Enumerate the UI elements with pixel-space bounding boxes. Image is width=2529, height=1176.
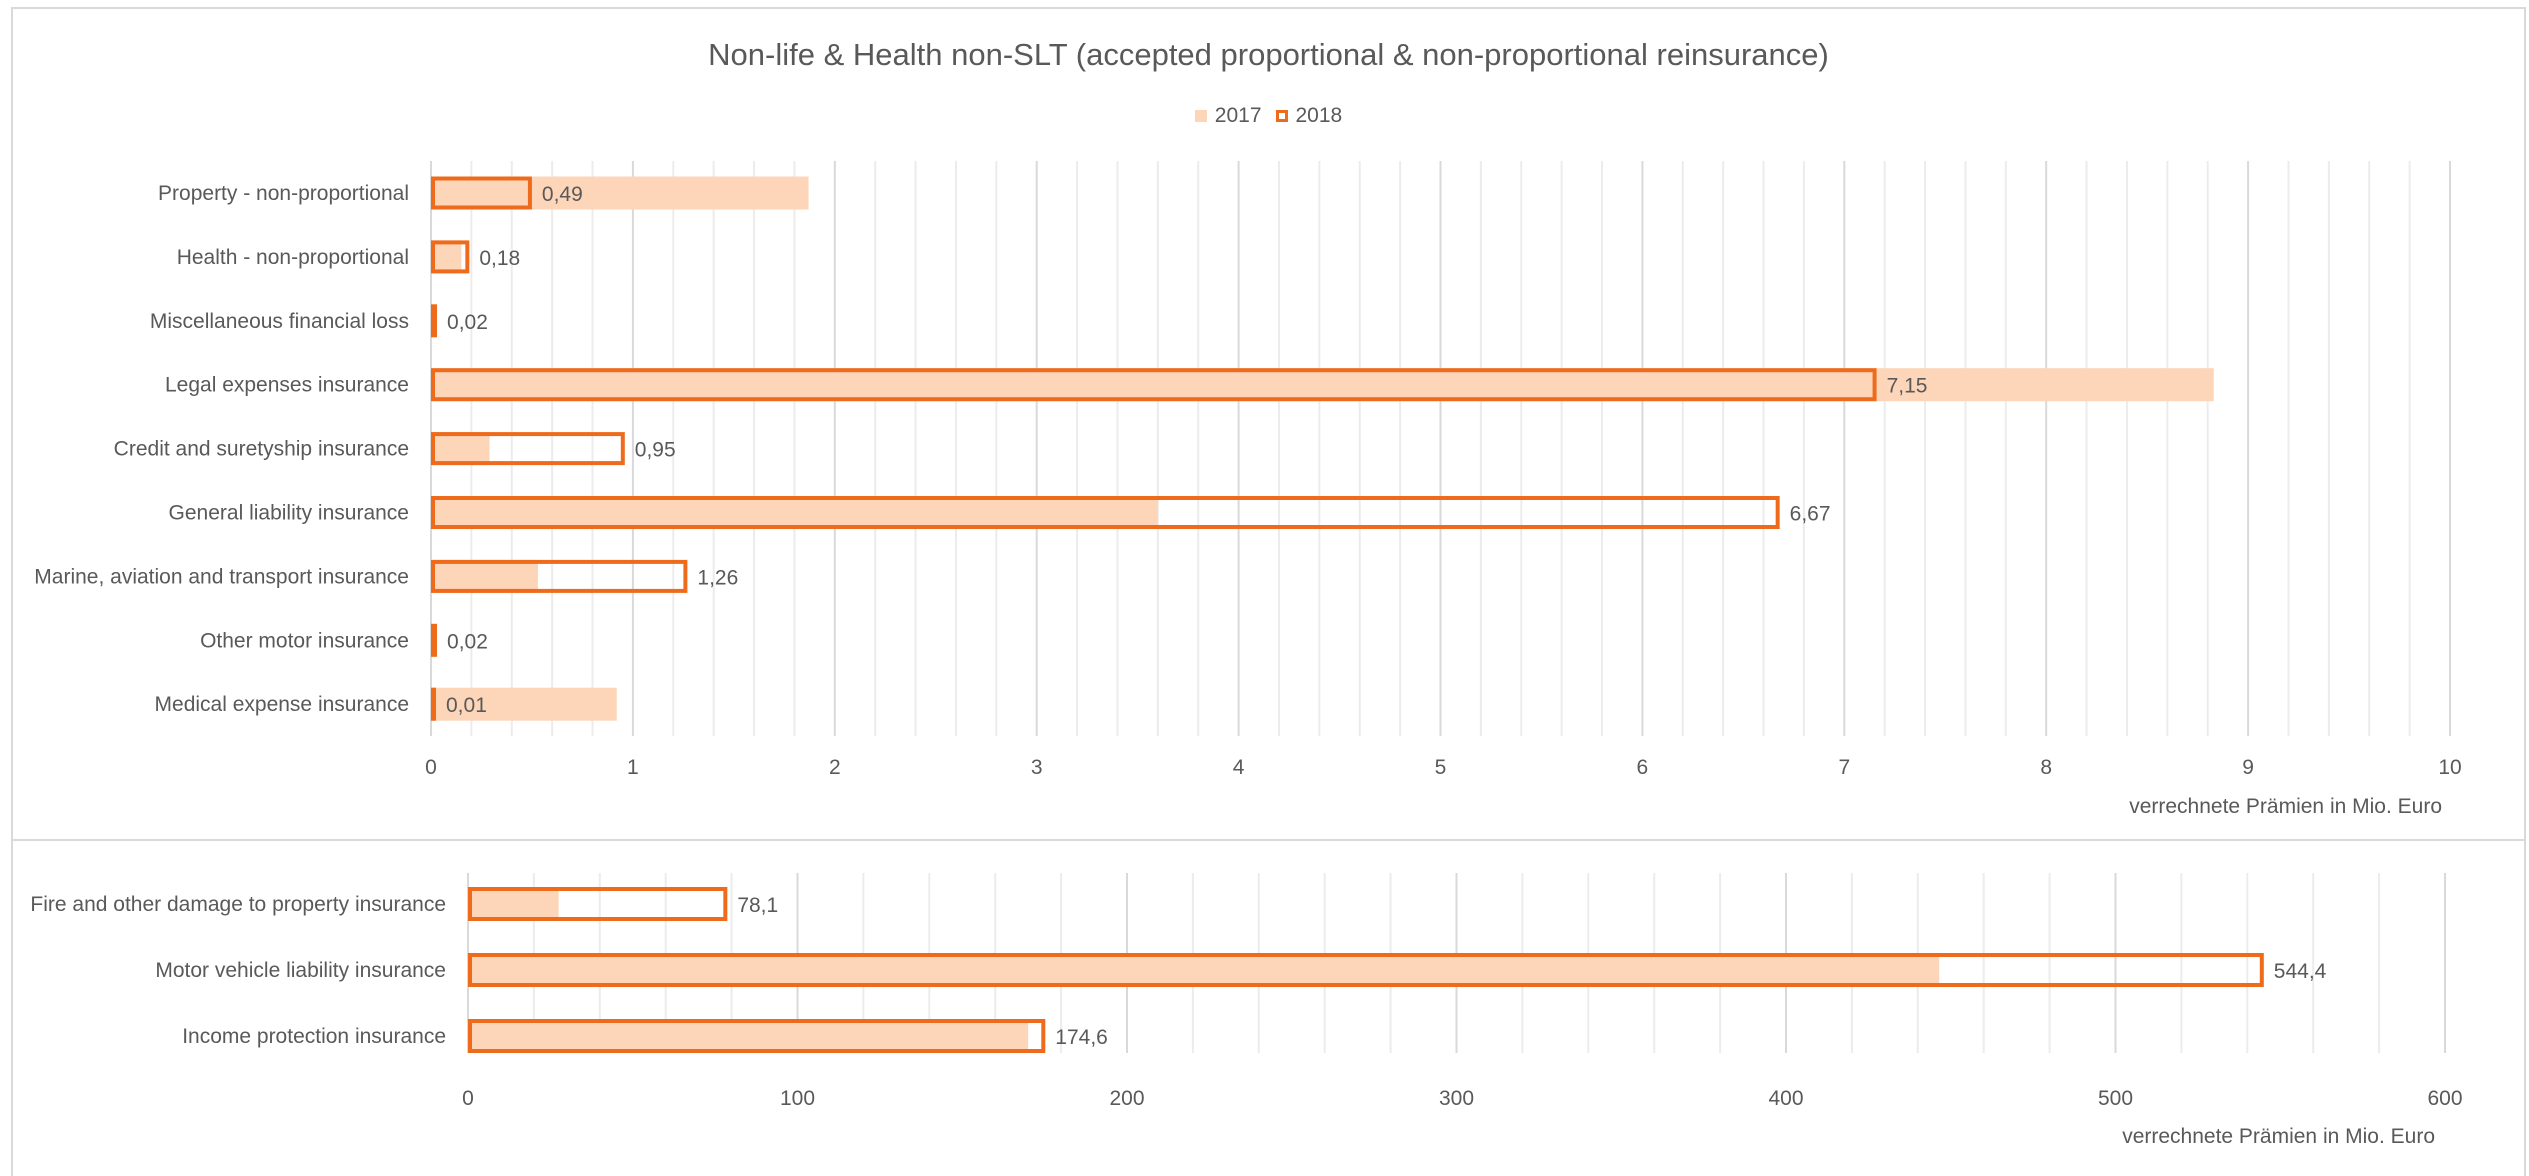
x-tick-label: 2 bbox=[829, 756, 841, 779]
x-tick-label: 7 bbox=[1838, 756, 1850, 779]
bar-2017 bbox=[431, 432, 490, 466]
legend-label-2018: 2018 bbox=[1295, 104, 1343, 127]
x-tick-label: 5 bbox=[1435, 756, 1447, 779]
category-label: Property - non-proportional bbox=[158, 182, 409, 205]
data-label-2018: 544,4 bbox=[2274, 960, 2327, 983]
chart-panel-bottom: 0 100 200 300 400 500 600 Fire and other damage… bbox=[11, 841, 2526, 1176]
category-label: Other motor insurance bbox=[200, 629, 409, 652]
legend-item-2017: 2017 bbox=[1194, 104, 1262, 128]
bar-2018 bbox=[431, 304, 438, 338]
category-label: Marine, aviation and transport insurance bbox=[34, 565, 409, 588]
chart-title: Non-life & Health non-SLT (accepted prop… bbox=[708, 37, 1829, 72]
bar-2017 bbox=[431, 496, 1158, 529]
x-axis-title: verrechnete Prämien in Mio. Euro bbox=[2129, 795, 2442, 818]
bar-2017 bbox=[468, 887, 559, 921]
x-tick-label: 4 bbox=[1233, 756, 1245, 779]
bar-2017 bbox=[431, 240, 462, 274]
bar-2017 bbox=[431, 368, 2214, 402]
legend-swatch-2018 bbox=[1275, 110, 1288, 122]
data-label-2018: 0,18 bbox=[479, 247, 520, 270]
x-axis-title: verrechnete Prämien in Mio. Euro bbox=[2122, 1125, 2435, 1148]
bar-2018 bbox=[431, 432, 625, 466]
x-tick-label: 3 bbox=[1031, 756, 1043, 779]
data-label-2018: 174,6 bbox=[1055, 1026, 1108, 1049]
x-tick-label: 10 bbox=[2438, 756, 2461, 779]
data-label-2018: 0,49 bbox=[542, 183, 583, 206]
category-label: Legal expenses insurance bbox=[165, 374, 409, 397]
bar-2017 bbox=[431, 559, 539, 593]
bar-2017 bbox=[468, 1019, 1029, 1053]
category-label: Motor vehicle liability insurance bbox=[155, 959, 446, 982]
category-label: Medical expense insurance bbox=[155, 693, 409, 716]
bar-2018 bbox=[431, 240, 470, 274]
bar-2018 bbox=[431, 368, 1877, 402]
data-label-2018: 0,01 bbox=[446, 694, 487, 717]
x-tick-label: 600 bbox=[2427, 1087, 2462, 1110]
x-tick-label: 100 bbox=[780, 1087, 815, 1110]
x-tick-label: 500 bbox=[2098, 1087, 2133, 1110]
x-tick-label: 400 bbox=[1768, 1087, 1803, 1110]
category-label: General liability insurance bbox=[169, 502, 409, 525]
bar-2018 bbox=[468, 1019, 1046, 1053]
category-label: Miscellaneous financial loss bbox=[150, 310, 409, 333]
data-label-2018: 1,26 bbox=[697, 566, 738, 589]
x-tick-label: 200 bbox=[1109, 1087, 1144, 1110]
data-label-2018: 78,1 bbox=[737, 894, 778, 917]
data-label-2018: 0,02 bbox=[447, 311, 488, 334]
data-label-2018: 6,67 bbox=[1790, 503, 1831, 526]
legend-label-2017: 2017 bbox=[1214, 104, 1262, 127]
bar-2017 bbox=[431, 687, 617, 721]
x-tick-label: 9 bbox=[2242, 756, 2254, 779]
bar-chart-top: 0 1 2 3 4 5 6 7 8 9 10 Property - non-proportional 0… bbox=[34, 161, 2462, 818]
legend-item-2018: 2018 bbox=[1275, 104, 1343, 128]
bar-2018 bbox=[431, 496, 1780, 529]
x-tick-label: 6 bbox=[1637, 756, 1649, 779]
data-label-2018: 0,02 bbox=[447, 630, 488, 653]
category-label: Income protection insurance bbox=[182, 1025, 446, 1048]
bar-2018 bbox=[468, 953, 2264, 987]
x-tick-label: 8 bbox=[2040, 756, 2052, 779]
x-tick-label: 1 bbox=[627, 756, 639, 779]
bar-2018 bbox=[431, 559, 688, 593]
data-label-2018: 0,95 bbox=[635, 439, 676, 462]
bar-chart-bottom: 0 100 200 300 400 500 600 Fire and other damage… bbox=[30, 873, 2463, 1148]
bar-2017 bbox=[431, 176, 809, 210]
bar-2018 bbox=[431, 176, 532, 210]
bar-2017 bbox=[468, 953, 1940, 987]
x-tick-label: 0 bbox=[425, 756, 437, 779]
bar-2018 bbox=[431, 687, 436, 721]
category-label: Credit and suretyship insurance bbox=[114, 438, 409, 461]
x-tick-label: 300 bbox=[1439, 1087, 1474, 1110]
legend-swatch-2017 bbox=[1194, 110, 1207, 122]
x-tick-label: 0 bbox=[462, 1087, 474, 1110]
chart-panel-top: Non-life & Health non-SLT (accepted prop… bbox=[11, 7, 2526, 841]
legend: 2017 2018 bbox=[13, 104, 2524, 128]
bar-2018 bbox=[431, 623, 438, 657]
data-label-2018: 7,15 bbox=[1887, 375, 1928, 398]
category-label: Health - non-proportional bbox=[177, 246, 409, 269]
bar-2018 bbox=[468, 887, 728, 921]
category-label: Fire and other damage to property insura… bbox=[30, 893, 446, 916]
